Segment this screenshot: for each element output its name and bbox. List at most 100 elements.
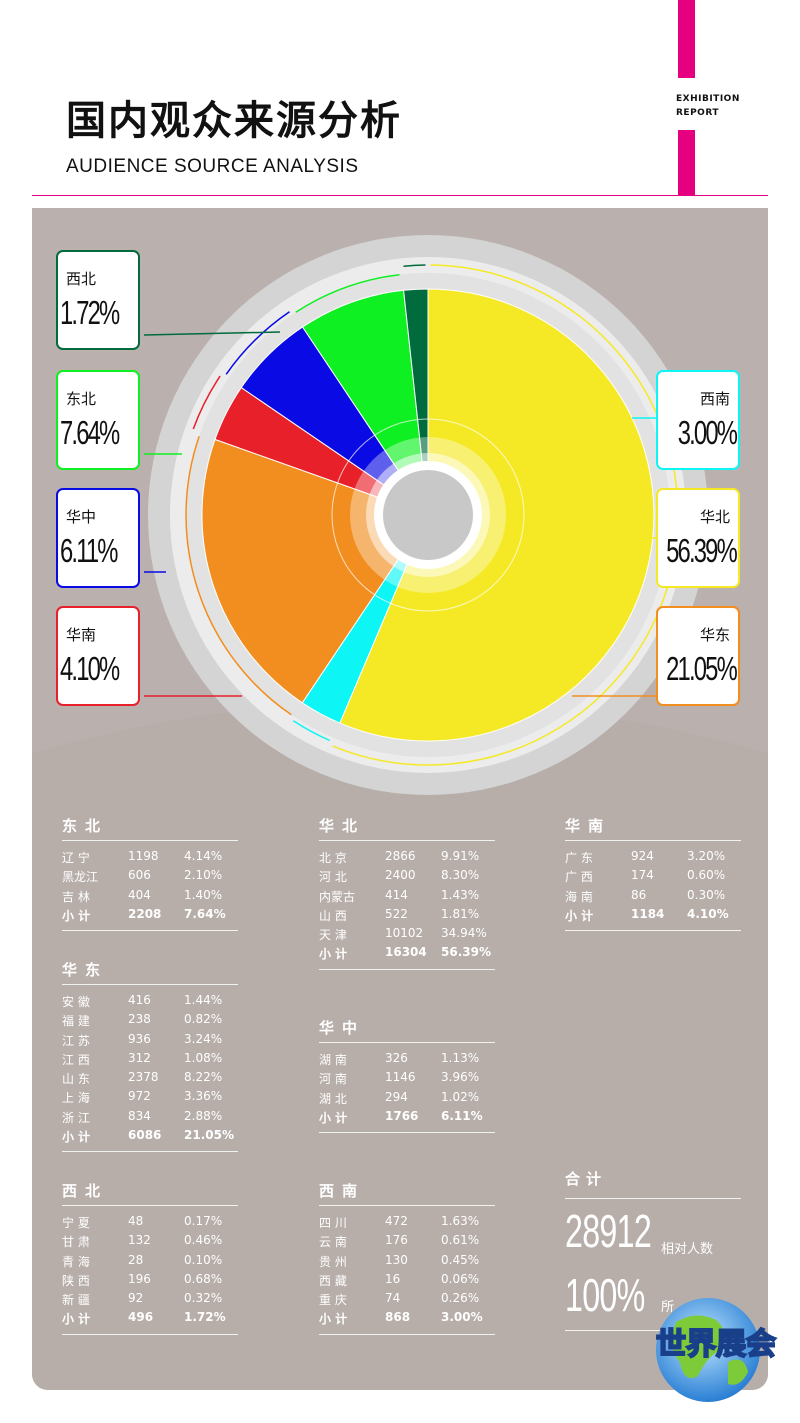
total-block: 合计 28912 相对人数 100% 所 — [565, 1168, 741, 1331]
report-tag: EXHIBITION REPORT — [676, 92, 740, 120]
cell-count: 132 — [128, 1233, 151, 1248]
cell-count: 522 — [385, 906, 408, 921]
total-bottom-divider — [565, 1330, 741, 1331]
total-divider — [565, 1198, 741, 1199]
connector-arc-6 — [403, 264, 426, 267]
cell-province: 西 藏 — [319, 1273, 347, 1288]
cell-count: 28 — [128, 1252, 144, 1267]
cell-subtotal-count: 496 — [128, 1310, 154, 1325]
cell-subtotal-percent: 21.05% — [184, 1128, 234, 1143]
cell-percent: 1.02% — [441, 1089, 480, 1104]
cell-subtotal-label: 小 计 — [62, 908, 91, 923]
cell-percent: 0.46% — [184, 1233, 223, 1248]
cell-province: 江 苏 — [62, 1033, 90, 1048]
cell-province: 福 建 — [62, 1014, 90, 1029]
cell-percent: 0.06% — [441, 1271, 480, 1286]
cell-count: 16 — [385, 1271, 401, 1286]
cell-province: 浙 江 — [62, 1110, 90, 1125]
table-divider — [62, 984, 238, 985]
cell-subtotal-label: 小 计 — [565, 908, 594, 923]
label-huadong-name: 华东 — [699, 626, 730, 644]
cell-percent: 3.36% — [184, 1089, 223, 1104]
table-row: 广 东 924 3.20% — [565, 849, 741, 868]
cell-count: 86 — [631, 887, 647, 902]
label-xibei: 西北 1.72% — [56, 250, 140, 350]
total-percent: 100% — [565, 1269, 645, 1321]
pie-inner-rings — [331, 418, 525, 612]
cell-subtotal-count: 16304 — [385, 945, 427, 960]
table-bottom-divider — [319, 1132, 495, 1134]
cell-subtotal-count: 1184 — [631, 906, 665, 921]
cell-province: 宁 夏 — [62, 1216, 90, 1230]
table-row: 上 海 972 3.36% — [62, 1089, 238, 1108]
cell-percent: 1.43% — [441, 887, 480, 902]
cell-percent: 3.20% — [687, 849, 726, 863]
cell-count: 404 — [128, 887, 151, 902]
cell-province: 辽 宁 — [62, 851, 90, 865]
cell-province: 海 南 — [565, 889, 593, 904]
chart-panel: 西北 1.72% 东北 7.64% 华中 6.11% 华南 4.10% 西南 3… — [32, 208, 768, 1390]
cell-province: 新 疆 — [62, 1293, 90, 1308]
cell-province: 河 北 — [319, 870, 347, 885]
subtotal-row: 小 计 496 1.72% — [62, 1310, 238, 1329]
accent-bar-bottom — [678, 130, 695, 196]
table-bottom-divider — [319, 968, 495, 970]
leader-line-0 — [143, 331, 281, 336]
table-row: 山 东 2378 8.22% — [62, 1070, 238, 1089]
label-dongbei-name: 东北 — [66, 390, 97, 408]
cell-subtotal-count: 2208 — [128, 906, 162, 921]
table-bottom-divider — [62, 1151, 238, 1153]
cell-province: 甘 肃 — [62, 1235, 90, 1250]
connector-arc-3 — [192, 375, 221, 430]
label-huanan-value: 4.10% — [60, 650, 120, 687]
cell-subtotal-count: 6086 — [128, 1128, 162, 1143]
cell-subtotal-label: 小 计 — [319, 1312, 348, 1327]
label-xibei-name: 西北 — [66, 270, 97, 288]
table-row: 北 京 2866 9.91% — [319, 849, 495, 868]
page-title: 国内观众来源分析 — [66, 98, 402, 144]
cell-subtotal-percent: 56.39% — [441, 945, 491, 960]
label-xinan: 西南 3.00% — [656, 370, 740, 470]
total-title: 合计 — [565, 1170, 608, 1188]
cell-percent: 2.88% — [184, 1108, 223, 1123]
cell-province: 内蒙古 — [319, 889, 356, 904]
label-huadong-value: 21.05% — [666, 650, 738, 687]
cell-subtotal-label: 小 计 — [62, 1130, 91, 1145]
table-bottom-divider — [62, 930, 238, 932]
table-row: 安 徽 416 1.44% — [62, 993, 238, 1012]
table-divider — [319, 1205, 495, 1206]
cell-count: 10102 — [385, 926, 424, 941]
cell-percent: 0.45% — [441, 1252, 480, 1267]
cell-count: 936 — [128, 1031, 151, 1046]
label-xinan-value: 3.00% — [677, 414, 738, 451]
table-row: 海 南 86 0.30% — [565, 888, 741, 907]
cell-count: 834 — [128, 1108, 151, 1123]
center-hole — [383, 470, 473, 560]
cell-count: 326 — [385, 1051, 408, 1065]
table-divider — [565, 840, 741, 841]
connector-arc-4 — [225, 311, 290, 375]
cell-province: 天 津 — [319, 928, 347, 943]
subtotal-row: 小 计 1184 4.10% — [565, 907, 741, 926]
cell-count: 48 — [128, 1214, 144, 1228]
cell-province: 安 徽 — [62, 995, 90, 1009]
cell-percent: 0.32% — [184, 1291, 223, 1306]
table-row: 云 南 176 0.61% — [319, 1233, 495, 1252]
table-row: 吉 林 404 1.40% — [62, 888, 238, 907]
table-row: 湖 南 326 1.13% — [319, 1051, 495, 1070]
cell-percent: 1.44% — [184, 993, 223, 1007]
table-row: 四 川 472 1.63% — [319, 1214, 495, 1233]
cell-count: 472 — [385, 1214, 408, 1228]
cell-percent: 1.81% — [441, 906, 480, 921]
cell-percent: 4.14% — [184, 849, 223, 863]
connector-arc-5 — [295, 273, 400, 313]
table-row: 河 南 1146 3.96% — [319, 1070, 495, 1089]
cell-province: 云 南 — [319, 1235, 347, 1250]
table-bottom-divider — [565, 930, 741, 932]
cell-count: 606 — [128, 868, 151, 883]
table-row: 黑龙江 606 2.10% — [62, 868, 238, 887]
table-bottom-divider — [62, 1333, 238, 1335]
table-title: 华南 — [565, 817, 612, 835]
table-row: 山 西 522 1.81% — [319, 907, 495, 926]
cell-province: 山 东 — [62, 1072, 90, 1087]
